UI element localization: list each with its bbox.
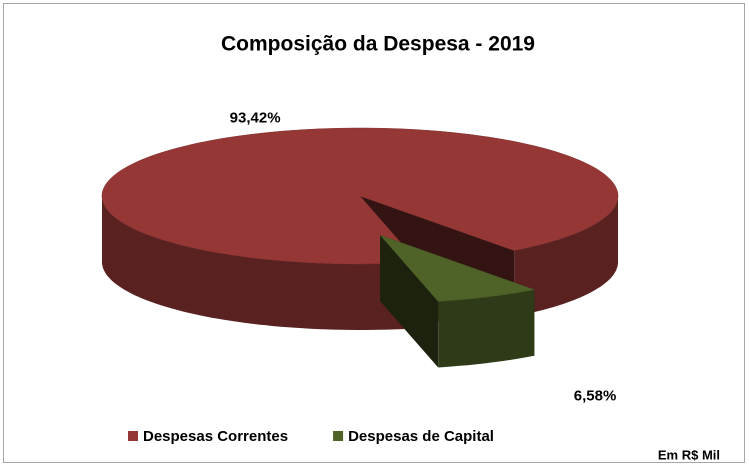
legend-label: Despesas Correntes [143,428,288,445]
data-label: 6,58% [574,388,617,405]
slice-side [102,196,418,330]
unit-note: Em R$ Mil [658,447,720,462]
legend-swatch [128,431,138,441]
data-label: 93,42% [230,110,281,127]
slice [379,234,536,302]
legend-swatch [333,431,344,441]
slice-side [438,289,535,368]
slice-face [380,235,439,368]
chart-title: Composição da Despesa - 2019 [221,33,535,56]
slice-side [514,196,618,317]
slice [101,127,619,265]
legend-label: Despesas de Capital [348,428,494,445]
